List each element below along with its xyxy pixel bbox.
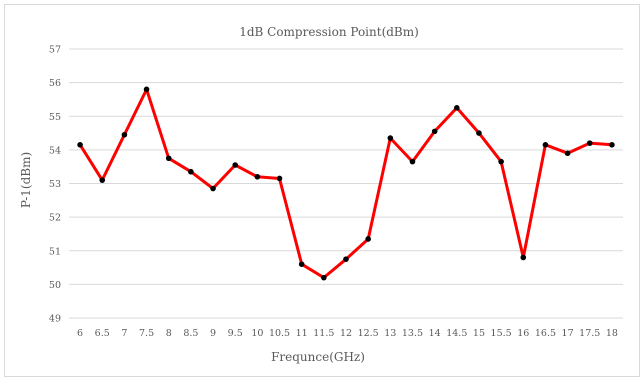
data-point-9 bbox=[210, 185, 216, 192]
data-point-16.5 bbox=[542, 142, 549, 148]
x-tick-label: 10.5 bbox=[269, 328, 290, 339]
x-tick-label: 9 bbox=[210, 328, 216, 339]
y-tick-label: 52 bbox=[49, 213, 61, 224]
data-point-10 bbox=[254, 173, 261, 180]
data-point-7.5 bbox=[143, 86, 150, 93]
data-point-13 bbox=[387, 135, 394, 141]
data-markers bbox=[77, 86, 615, 281]
data-point-7 bbox=[121, 131, 128, 138]
x-tick-label: 10 bbox=[251, 328, 263, 339]
x-tick-label: 17.5 bbox=[579, 328, 600, 339]
data-point-12 bbox=[343, 256, 349, 262]
data-point-17.5 bbox=[586, 140, 593, 146]
y-tick-label: 56 bbox=[49, 78, 61, 89]
y-axis-label: P-1(dBm) bbox=[19, 152, 33, 208]
data-point-13.5 bbox=[409, 158, 416, 165]
x-tick-label: 15 bbox=[473, 328, 485, 339]
chart-title: 1dB Compression Point(dBm) bbox=[239, 25, 419, 39]
x-tick-label: 7 bbox=[121, 328, 127, 339]
x-tick-label: 16 bbox=[517, 328, 529, 339]
data-point-15 bbox=[476, 130, 482, 136]
data-point-14 bbox=[431, 128, 438, 135]
x-axis-label: Frequnce(GHz) bbox=[271, 350, 365, 364]
x-tick-label: 14 bbox=[429, 328, 441, 339]
data-point-14.5 bbox=[454, 105, 460, 111]
gridlines bbox=[69, 48, 623, 319]
data-point-9.5 bbox=[232, 162, 238, 168]
y-tick-label: 57 bbox=[49, 45, 61, 56]
x-tick-label: 13.5 bbox=[402, 328, 423, 339]
x-tick-label: 14.5 bbox=[446, 328, 467, 339]
y-tick-label: 53 bbox=[49, 179, 61, 190]
data-point-18 bbox=[609, 142, 615, 148]
x-tick-label: 8 bbox=[166, 328, 172, 339]
y-tick-label: 55 bbox=[49, 112, 61, 123]
data-point-8.5 bbox=[188, 168, 194, 175]
data-point-6.5 bbox=[99, 177, 106, 183]
chart-frame: 1dB Compression Point(dBm) 49 50 51 52 53 54 5… bbox=[4, 4, 640, 377]
x-tick-label: 12.5 bbox=[358, 328, 379, 339]
compression-chart: 1dB Compression Point(dBm) 49 50 51 52 53 54 5… bbox=[19, 25, 623, 364]
y-tick-label: 51 bbox=[49, 246, 61, 257]
x-tick-label: 18 bbox=[606, 328, 618, 339]
data-point-11 bbox=[298, 261, 305, 268]
y-tick-label: 54 bbox=[49, 145, 61, 156]
y-tick-label: 49 bbox=[49, 314, 61, 325]
x-tick-label: 6.5 bbox=[95, 328, 110, 339]
data-point-17 bbox=[564, 150, 571, 157]
x-tick-labels: 6 6.5 7 7.5 8 8.5 9 9.5 10 10.5 11 11.5 12 12.5 13 13.5… bbox=[77, 328, 618, 339]
x-tick-label: 13 bbox=[384, 328, 396, 339]
y-tick-labels: 49 50 51 52 53 54 55 56 57 bbox=[49, 45, 61, 325]
x-tick-label: 7.5 bbox=[139, 328, 154, 339]
x-tick-label: 8.5 bbox=[183, 328, 198, 339]
x-tick-label: 11.5 bbox=[313, 328, 334, 339]
x-tick-label: 17 bbox=[562, 328, 574, 339]
y-tick-label: 50 bbox=[49, 280, 61, 291]
x-tick-label: 16.5 bbox=[535, 328, 556, 339]
x-tick-label: 9.5 bbox=[228, 328, 243, 339]
x-tick-label: 11 bbox=[296, 328, 308, 339]
data-point-10.5 bbox=[276, 175, 283, 182]
data-point-12.5 bbox=[365, 236, 371, 242]
data-point-8 bbox=[165, 155, 172, 162]
x-tick-label: 12 bbox=[340, 328, 352, 339]
data-point-16 bbox=[520, 254, 527, 261]
data-point-15.5 bbox=[498, 158, 504, 165]
x-tick-label: 15.5 bbox=[491, 328, 512, 339]
data-point-11.5 bbox=[321, 274, 327, 281]
x-tick-label: 6 bbox=[77, 328, 83, 339]
data-point-6 bbox=[77, 142, 83, 148]
